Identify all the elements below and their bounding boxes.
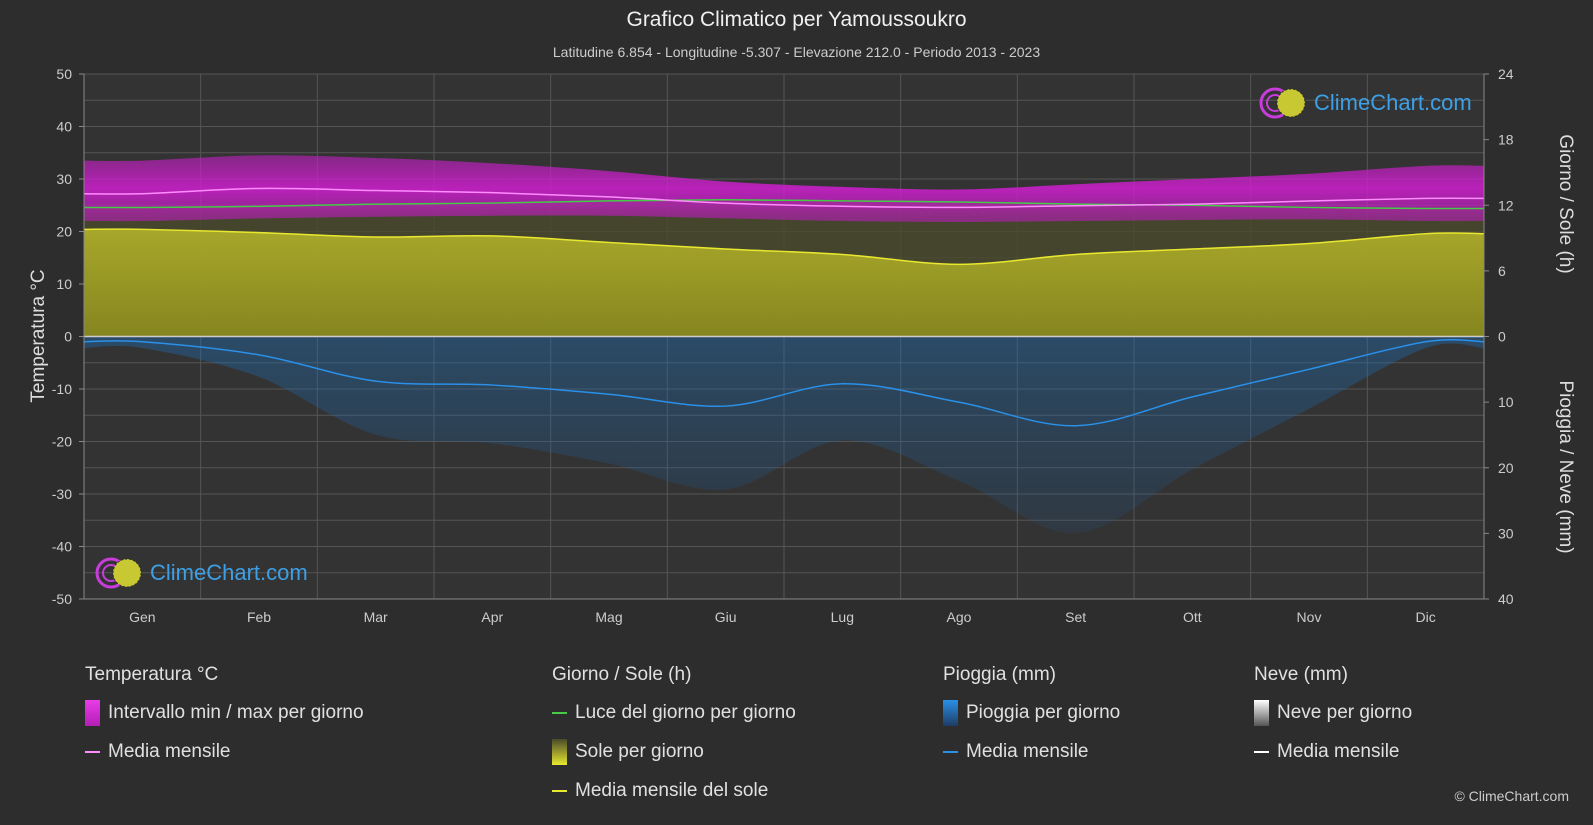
rain-mean-swatch bbox=[943, 750, 958, 753]
right-top-tick-label: 6 bbox=[1498, 263, 1506, 279]
legend-item-daylight: Luce del giorno per giorno bbox=[552, 700, 796, 725]
legend-sun: Giorno / Sole (h) Luce del giorno per gi… bbox=[552, 664, 796, 817]
temp-mean-swatch bbox=[85, 750, 100, 753]
logo-top: ClimeChart.com bbox=[1258, 86, 1472, 120]
legend-item-temp-range: Intervallo min / max per giorno bbox=[85, 699, 364, 726]
clime-logo-icon bbox=[95, 557, 142, 589]
month-label: Dic bbox=[1416, 609, 1436, 625]
legend-title: Pioggia (mm) bbox=[943, 664, 1056, 685]
left-tick-label: -40 bbox=[52, 539, 72, 555]
rain-swatch bbox=[943, 699, 958, 726]
left-axis-title: Temperatura °C bbox=[28, 269, 49, 402]
month-label: Ago bbox=[947, 609, 972, 625]
legend-label: Media mensile bbox=[1277, 740, 1400, 762]
legend-label: Sole per giorno bbox=[575, 740, 704, 762]
legend-label: Luce del giorno per giorno bbox=[575, 701, 796, 723]
legend-title: Temperatura °C bbox=[85, 664, 219, 685]
logo-text: ClimeChart.com bbox=[150, 560, 308, 585]
rain-area bbox=[84, 336, 1484, 533]
legend-label: Neve per giorno bbox=[1277, 701, 1413, 723]
legend-label: Media mensile bbox=[108, 740, 231, 762]
month-label: Lug bbox=[831, 609, 854, 625]
legend-title: Neve (mm) bbox=[1254, 664, 1348, 685]
daylight-swatch bbox=[552, 711, 567, 714]
month-label: Feb bbox=[247, 609, 271, 625]
legend-title: Giorno / Sole (h) bbox=[552, 664, 692, 685]
right-axis-top-title: Giorno / Sole (h) bbox=[1555, 134, 1576, 273]
legend-item-snow-mean: Media mensile bbox=[1254, 739, 1412, 764]
rain-mean-line bbox=[83, 338, 1485, 427]
legend-item-snow: Neve per giorno bbox=[1254, 699, 1413, 726]
right-bottom-tick-label: 20 bbox=[1498, 460, 1514, 476]
sunshine-fill bbox=[84, 229, 1484, 337]
chart-title: Grafico Climatico per Yamoussoukro bbox=[626, 8, 967, 31]
legend-item-temp-mean: Media mensile bbox=[85, 739, 364, 764]
daylight-line bbox=[83, 199, 1485, 210]
month-label: Set bbox=[1065, 609, 1086, 625]
axes: 50 40 30 20 10 0 -10 -20 -30 -40 -50 24 18 12 6 0 10 20 30… bbox=[52, 66, 1514, 625]
sun-mean-swatch bbox=[552, 789, 567, 792]
month-label: Gen bbox=[129, 609, 155, 625]
left-tick-label: -30 bbox=[52, 486, 72, 502]
right-bottom-tick-label: 10 bbox=[1498, 394, 1514, 410]
snow-mean-swatch bbox=[1254, 750, 1269, 753]
left-tick-label: 20 bbox=[56, 224, 72, 240]
snow-swatch bbox=[1254, 699, 1269, 726]
sunshine-area bbox=[84, 199, 1484, 337]
left-tick-label: 30 bbox=[56, 171, 72, 187]
chart-subtitle: Latitudine 6.854 - Longitudine -5.307 - … bbox=[552, 44, 1041, 60]
copyright: © ClimeChart.com bbox=[1454, 788, 1569, 804]
logo-text: ClimeChart.com bbox=[1314, 90, 1472, 115]
month-label: Ott bbox=[1183, 609, 1202, 625]
right-top-tick-label: 12 bbox=[1498, 197, 1514, 213]
legend-temperature: Temperatura °C Intervallo min / max per … bbox=[85, 664, 364, 778]
left-tick-label: -20 bbox=[52, 434, 72, 450]
month-label: Mar bbox=[364, 609, 388, 625]
right-bottom-tick-label: 40 bbox=[1498, 591, 1514, 607]
rain-fill bbox=[84, 336, 1484, 533]
legend-label: Pioggia per giorno bbox=[966, 701, 1121, 723]
legend-snow: Neve (mm) Neve per giorno Media mensile bbox=[1254, 664, 1412, 778]
left-tick-label: 40 bbox=[56, 119, 72, 135]
legend-label: Intervallo min / max per giorno bbox=[108, 701, 364, 723]
left-tick-label: -50 bbox=[52, 591, 72, 607]
month-label: Apr bbox=[481, 609, 503, 625]
month-label: Giu bbox=[715, 609, 737, 625]
left-tick-label: 10 bbox=[56, 276, 72, 292]
temp-mean-line bbox=[83, 187, 1485, 209]
right-bottom-tick-label: 30 bbox=[1498, 525, 1514, 541]
right-top-tick-label: 18 bbox=[1498, 132, 1514, 148]
legend-item-rain: Pioggia per giorno bbox=[943, 699, 1121, 726]
month-label: Mag bbox=[595, 609, 622, 625]
legend-item-sun-mean: Media mensile del sole bbox=[552, 778, 796, 803]
left-tick-label: 50 bbox=[56, 66, 72, 82]
month-label: Nov bbox=[1297, 609, 1322, 625]
legend-item-rain-mean: Media mensile bbox=[943, 739, 1120, 764]
temp-range-swatch bbox=[85, 699, 100, 726]
left-tick-label: 0 bbox=[64, 329, 72, 345]
series-lines bbox=[83, 187, 1485, 427]
legend-label: Media mensile del sole bbox=[575, 779, 769, 801]
legend-item-sun: Sole per giorno bbox=[552, 738, 796, 765]
sun-swatch bbox=[552, 738, 567, 765]
legend-label: Media mensile bbox=[966, 740, 1089, 762]
right-top-tick-label: 24 bbox=[1498, 66, 1514, 82]
sun-mean-line bbox=[83, 228, 1485, 266]
legend-rain: Pioggia (mm) Pioggia per giorno Media me… bbox=[943, 664, 1120, 778]
logo-bottom: ClimeChart.com bbox=[94, 556, 308, 590]
clime-logo-icon bbox=[1259, 87, 1306, 119]
right-axis-bottom-title: Pioggia / Neve (mm) bbox=[1555, 380, 1576, 553]
left-tick-label: -10 bbox=[52, 381, 72, 397]
right-top-tick-label: 0 bbox=[1498, 329, 1506, 345]
